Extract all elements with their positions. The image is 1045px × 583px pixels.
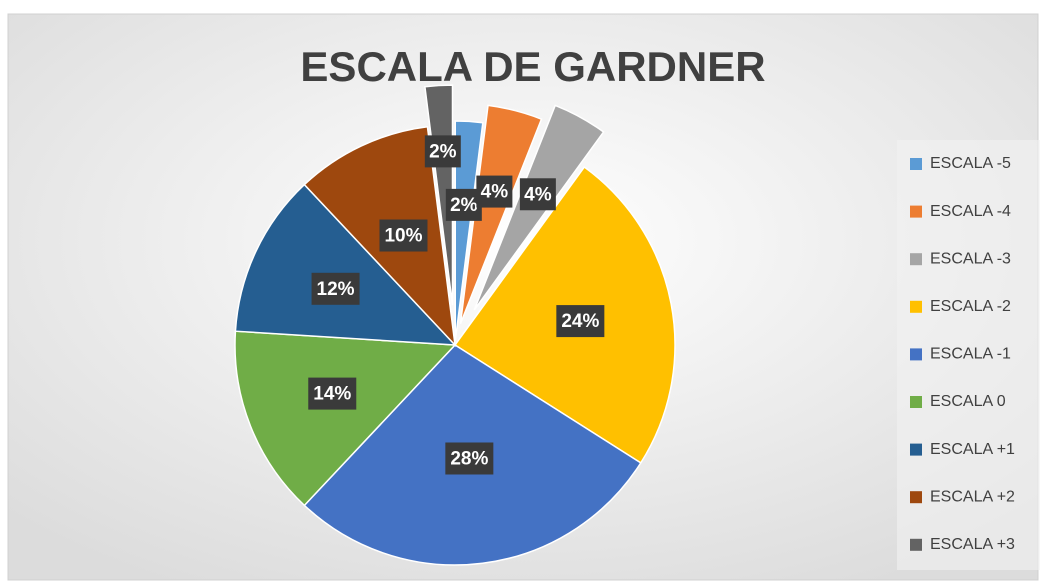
data-label-box <box>445 188 482 221</box>
legend-swatch <box>910 348 922 361</box>
data-label: 2% <box>429 141 457 162</box>
legend-label: ESCALA +3 <box>930 536 1015 553</box>
data-label: 14% <box>313 384 351 405</box>
legend-label: ESCALA 0 <box>930 393 1006 410</box>
legend-swatch <box>910 491 922 504</box>
legend-label: ESCALA +2 <box>930 488 1015 505</box>
data-label-box <box>519 178 556 211</box>
chart-title: ESCALA DE GARDNER <box>300 43 765 90</box>
data-label-box <box>556 305 605 338</box>
data-label: 4% <box>481 182 509 203</box>
data-label-box <box>308 377 357 410</box>
data-label-box <box>476 175 513 208</box>
data-label-box <box>379 219 428 252</box>
legend-swatch <box>910 396 922 408</box>
legend-swatch <box>910 205 922 218</box>
legend-label: ESCALA -2 <box>930 298 1011 315</box>
legend-label: ESCALA -1 <box>930 346 1011 363</box>
pie-slice <box>459 104 543 324</box>
data-label: 10% <box>384 226 422 247</box>
legend-swatch <box>910 253 922 266</box>
pie-slice <box>234 183 457 346</box>
legend-label: ESCALA -4 <box>930 203 1011 220</box>
data-label-box <box>311 272 360 305</box>
data-label-box <box>424 135 461 168</box>
data-label: 28% <box>450 449 488 470</box>
data-label: 2% <box>450 195 478 216</box>
legend-label: ESCALA -3 <box>930 250 1011 267</box>
data-label-box <box>445 442 494 475</box>
legend-label: ESCALA -5 <box>930 155 1011 172</box>
legend-swatch <box>910 158 922 170</box>
pie-slice <box>234 330 457 507</box>
pie-slice <box>454 120 484 342</box>
legend-swatch <box>910 300 922 313</box>
data-label: 24% <box>561 311 599 332</box>
data-label: 12% <box>317 279 355 300</box>
legend-swatch <box>910 443 922 456</box>
data-label: 4% <box>524 184 552 205</box>
legend-label: ESCALA +1 <box>930 441 1015 458</box>
legend-swatch <box>910 538 922 551</box>
